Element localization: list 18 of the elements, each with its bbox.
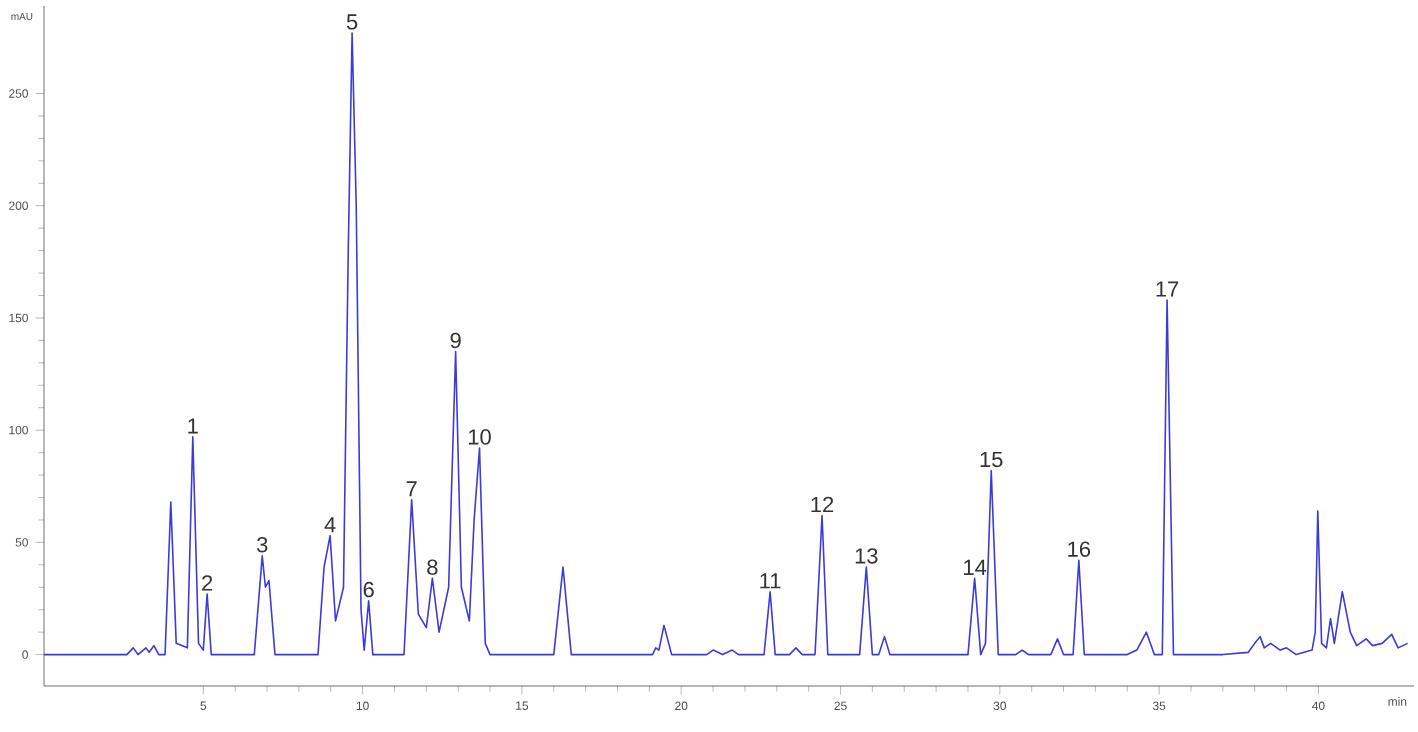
annotation: 5 xyxy=(346,14,358,30)
annotation: 17 xyxy=(1156,281,1179,297)
annotation: 15 xyxy=(980,451,1003,468)
annotation: 1 xyxy=(188,418,198,434)
annotation: 7 xyxy=(406,481,417,497)
annotation: 3 xyxy=(256,536,268,553)
annotation: 9 xyxy=(450,332,461,349)
line-series xyxy=(43,32,1409,656)
annotation: 8 xyxy=(427,559,438,575)
annotation: 13 xyxy=(855,548,878,564)
annotation: 4 xyxy=(324,517,336,533)
annotation: 10 xyxy=(469,429,491,445)
annotation: 14 xyxy=(964,559,987,575)
annotation: 11 xyxy=(760,573,781,589)
annotation: 16 xyxy=(1068,541,1091,557)
annotation: 6 xyxy=(363,581,374,598)
annotation: 2 xyxy=(202,575,213,591)
annotation: 12 xyxy=(811,496,834,513)
